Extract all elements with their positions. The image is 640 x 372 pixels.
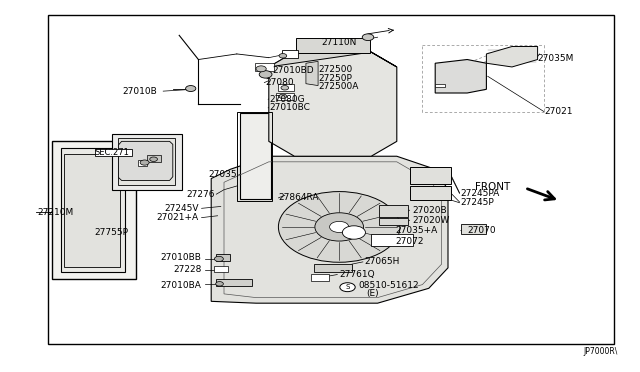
Bar bbox=[461, 224, 486, 234]
Text: 27210M: 27210M bbox=[37, 208, 74, 217]
Text: 27035+A: 27035+A bbox=[395, 226, 437, 235]
Circle shape bbox=[150, 157, 157, 161]
Polygon shape bbox=[306, 61, 318, 86]
Circle shape bbox=[279, 94, 287, 99]
Bar bbox=[255, 63, 274, 71]
Text: JP7000R\: JP7000R\ bbox=[583, 347, 618, 356]
Bar bbox=[52, 141, 136, 279]
Circle shape bbox=[315, 213, 364, 241]
Circle shape bbox=[214, 256, 223, 262]
Circle shape bbox=[140, 160, 149, 165]
Text: 272500A: 272500A bbox=[318, 82, 358, 91]
Bar bbox=[214, 266, 228, 272]
Polygon shape bbox=[211, 156, 448, 303]
Bar bbox=[410, 186, 451, 200]
Text: 27080: 27080 bbox=[266, 78, 294, 87]
Text: 27020W: 27020W bbox=[413, 216, 450, 225]
Bar bbox=[379, 218, 408, 225]
Bar bbox=[64, 154, 120, 267]
Circle shape bbox=[256, 66, 266, 72]
Bar bbox=[138, 160, 147, 166]
Bar bbox=[379, 205, 408, 217]
Text: 27072: 27072 bbox=[395, 237, 424, 246]
Bar bbox=[118, 138, 175, 185]
Text: 08510-51612: 08510-51612 bbox=[358, 281, 419, 290]
Text: 27010BB: 27010BB bbox=[161, 253, 202, 262]
Circle shape bbox=[340, 283, 355, 292]
Text: 27065H: 27065H bbox=[365, 257, 400, 266]
Bar bbox=[435, 84, 445, 87]
Text: 27245PA: 27245PA bbox=[461, 189, 500, 198]
Text: S: S bbox=[346, 284, 349, 290]
Bar bbox=[276, 93, 294, 100]
Bar bbox=[48, 15, 614, 344]
Circle shape bbox=[330, 221, 349, 232]
Circle shape bbox=[216, 282, 223, 286]
Text: 27276: 27276 bbox=[186, 190, 214, 199]
Text: 27755P: 27755P bbox=[95, 228, 129, 237]
Bar bbox=[95, 149, 132, 156]
Bar bbox=[112, 134, 182, 190]
Bar bbox=[240, 113, 271, 199]
Text: 272500: 272500 bbox=[318, 65, 353, 74]
Bar bbox=[216, 254, 230, 261]
Circle shape bbox=[259, 71, 272, 78]
Bar bbox=[311, 274, 329, 281]
Bar bbox=[147, 155, 161, 162]
Text: 27110N: 27110N bbox=[322, 38, 357, 47]
Text: 27228: 27228 bbox=[173, 265, 202, 274]
Circle shape bbox=[342, 226, 365, 239]
Text: 27035M: 27035M bbox=[538, 54, 574, 63]
Circle shape bbox=[281, 86, 289, 90]
Text: 27035: 27035 bbox=[208, 170, 237, 179]
Bar bbox=[216, 279, 252, 286]
Bar bbox=[61, 148, 125, 272]
Polygon shape bbox=[486, 46, 538, 67]
Text: 27070: 27070 bbox=[467, 226, 496, 235]
Bar bbox=[296, 38, 370, 53]
Text: SEC.271: SEC.271 bbox=[95, 148, 129, 157]
Bar bbox=[314, 264, 352, 272]
Text: 27864RA: 27864RA bbox=[278, 193, 319, 202]
Text: (E): (E) bbox=[366, 289, 379, 298]
Bar bbox=[282, 50, 298, 58]
Circle shape bbox=[278, 192, 400, 262]
Text: 27010BA: 27010BA bbox=[161, 281, 202, 290]
Text: FRONT: FRONT bbox=[476, 182, 511, 192]
Circle shape bbox=[362, 34, 374, 41]
Bar bbox=[237, 112, 272, 201]
Text: 27245P: 27245P bbox=[461, 198, 495, 207]
Text: 27010BD: 27010BD bbox=[272, 66, 314, 75]
Polygon shape bbox=[435, 60, 486, 93]
Circle shape bbox=[186, 86, 196, 92]
Circle shape bbox=[279, 54, 287, 58]
Polygon shape bbox=[269, 52, 397, 67]
Text: 27761Q: 27761Q bbox=[339, 270, 375, 279]
Polygon shape bbox=[269, 52, 397, 156]
Text: 27020B: 27020B bbox=[413, 206, 447, 215]
Text: 27010B: 27010B bbox=[122, 87, 157, 96]
Text: 27021: 27021 bbox=[544, 107, 573, 116]
Bar bbox=[278, 84, 294, 91]
Text: 27080G: 27080G bbox=[269, 95, 305, 104]
Text: 27021+A: 27021+A bbox=[156, 213, 198, 222]
Text: 27245V: 27245V bbox=[164, 204, 198, 213]
Bar bbox=[371, 234, 413, 246]
Text: 27250P: 27250P bbox=[318, 74, 352, 83]
Text: 27010BC: 27010BC bbox=[269, 103, 310, 112]
Polygon shape bbox=[118, 141, 173, 180]
Bar bbox=[410, 167, 451, 184]
